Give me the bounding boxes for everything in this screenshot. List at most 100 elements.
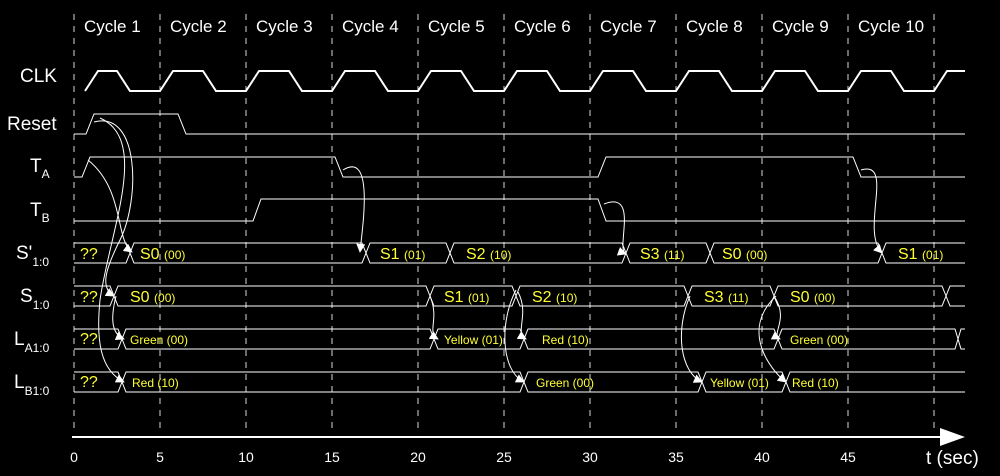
cycle-gridlines — [73, 14, 935, 430]
cycle-label: Cycle 7 — [600, 17, 657, 36]
signal-label-tb: TB — [30, 200, 50, 225]
cycle-label: Cycle 2 — [170, 17, 227, 36]
bus-lines — [74, 285, 965, 307]
state-code: (01) — [404, 248, 425, 262]
bus-value: Yellow (01) — [444, 333, 503, 347]
bus-value: Green (00) — [790, 333, 848, 347]
arrow-s2-to-la — [516, 291, 527, 340]
clk-waveform — [84, 70, 965, 92]
tick-label: 10 — [238, 449, 254, 465]
cycle-label: Cycle 5 — [428, 17, 485, 36]
state-name: S0 — [790, 289, 810, 306]
bus-lines — [74, 242, 965, 264]
cycle-label: Cycle 8 — [686, 17, 743, 36]
tick-label: 0 — [70, 449, 78, 465]
bus-value: ?? — [80, 374, 98, 391]
tick-label: 20 — [410, 449, 426, 465]
s-bus: ?? S0 (00) S1 (01) S2 (10) S3 (11) S0 (0… — [74, 285, 965, 307]
bus-value: Green (00) — [536, 376, 594, 390]
state-name: S1 — [380, 246, 400, 263]
signal-label-ta: TA — [30, 156, 50, 181]
arrow-s2-to-lb — [504, 289, 525, 383]
signal-subscript: A — [42, 167, 50, 181]
bus-value: S0 (00) — [130, 289, 175, 306]
tb-waveform — [74, 198, 965, 222]
arrow-s0-to-lb — [758, 295, 787, 383]
bus-value: S0 (00) — [140, 246, 185, 263]
cycle-label: Cycle 9 — [772, 17, 829, 36]
bus-lines — [74, 242, 965, 264]
arrow-s-to-la — [112, 295, 125, 341]
signal-subscript: 1:0 — [32, 255, 49, 269]
signal-name: T — [30, 200, 42, 221]
bus-value: S0 (00) — [790, 289, 835, 306]
signal-subscript: 1:0 — [33, 298, 50, 312]
axis-label: t (sec) — [926, 448, 979, 469]
cycle-label: Cycle 4 — [342, 17, 399, 36]
state-code: (11) — [664, 248, 684, 262]
state-name: S3 — [704, 289, 724, 306]
state-code: (00) — [154, 291, 175, 305]
signal-label-clk: CLK — [20, 66, 57, 87]
signal-label-s: S1:0 — [20, 286, 50, 312]
state-code: (00) — [746, 248, 767, 262]
signal-name: T — [30, 156, 42, 177]
state-code: (00) — [814, 291, 835, 305]
state-name: S1 — [444, 289, 464, 306]
arrow-ta-to-snext — [87, 159, 133, 253]
signal-subscript: B1:0 — [25, 384, 50, 398]
bus-lines — [74, 285, 965, 307]
state-code: (01) — [922, 248, 943, 262]
bus-value: S1 (01) — [380, 246, 425, 263]
signal-name: S' — [16, 243, 32, 264]
tick-label: 40 — [754, 449, 770, 465]
signal-label-reset: Reset — [7, 114, 57, 135]
reset-waveform — [74, 113, 965, 135]
state-name: S3 — [640, 246, 660, 263]
bus-value: S2 (10) — [532, 289, 577, 306]
causality-arrows — [87, 117, 883, 383]
bus-value: Red (10) — [132, 376, 179, 390]
arrow-tb-to-s3 — [603, 201, 627, 256]
bus-value: S1 (01) — [898, 246, 943, 263]
tick-label: 30 — [582, 449, 598, 465]
bus-value: ?? — [80, 289, 98, 306]
arrow-reset-to-s — [93, 120, 134, 297]
ta-waveform — [74, 156, 965, 178]
bus-value: ?? — [80, 246, 98, 263]
signal-label-lb: LB1:0 — [14, 372, 50, 398]
bus-value: S1 (01) — [444, 289, 489, 306]
cycle-headers: Cycle 1 Cycle 2 Cycle 3 Cycle 4 Cycle 5 … — [84, 17, 924, 36]
snext-bus: ?? S0 (00) S1 (01) S2 (10) S3 (11) S0 (0… — [74, 242, 965, 264]
arrow-s0-to-la — [770, 295, 781, 340]
bus-value: Yellow (01) — [710, 376, 769, 390]
signal-subscript: A1:0 — [25, 341, 50, 355]
cycle-label: Cycle 6 — [514, 17, 571, 36]
bus-value: S0 (00) — [722, 246, 767, 263]
tick-label: 35 — [668, 449, 684, 465]
state-code: (11) — [728, 291, 748, 305]
cycle-label: Cycle 1 — [84, 17, 141, 36]
state-code: (10) — [556, 291, 577, 305]
bus-value: Green (00) — [130, 333, 188, 347]
state-name: S1 — [898, 246, 918, 263]
lb-bus: ?? Red (10) Green (00) Yellow (01) Red (… — [74, 371, 965, 393]
signal-subscript: B — [42, 211, 50, 225]
cycle-label: Cycle 10 — [858, 17, 924, 36]
bus-value: S3 (11) — [704, 289, 748, 306]
bus-value: ?? — [80, 331, 98, 348]
time-axis: t (sec) 0 5 10 15 20 25 30 35 40 45 — [70, 428, 979, 469]
arrow-ta-to-snext-2 — [860, 168, 883, 254]
tick-label: 45 — [840, 449, 856, 465]
arrow-s1-to-la — [428, 295, 439, 340]
axis-arrowhead — [940, 428, 965, 446]
tick-label: 25 — [496, 449, 512, 465]
state-name: S0 — [140, 246, 160, 263]
state-code: (01) — [468, 291, 489, 305]
signal-name: L — [14, 372, 25, 393]
state-code: (00) — [164, 248, 185, 262]
tick-label: 15 — [324, 449, 340, 465]
arrow-reset-to-lb — [98, 117, 125, 383]
signal-name: L — [14, 329, 25, 350]
signal-label-snext: S'1:0 — [16, 243, 49, 269]
